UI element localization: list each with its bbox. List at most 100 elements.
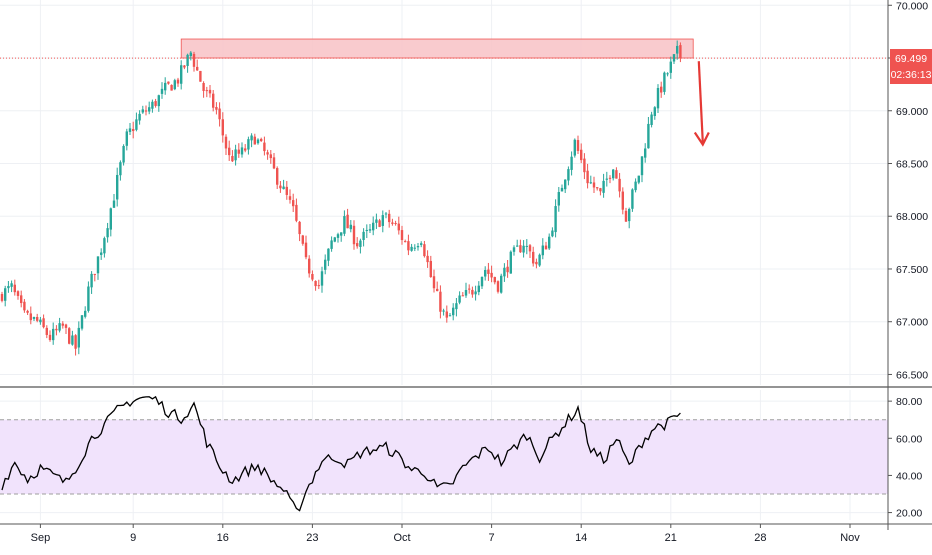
rsi-tick-label: 80.00 [896, 396, 922, 408]
candle-body [93, 273, 96, 275]
projection-arrow[interactable] [693, 61, 710, 147]
candle [119, 160, 122, 181]
candle-body [119, 162, 122, 176]
candle-body [224, 136, 228, 149]
candle-body [90, 273, 93, 288]
candle-body [605, 178, 608, 180]
candle [378, 218, 381, 228]
candle-body [490, 272, 493, 278]
candle [176, 77, 180, 87]
candle [122, 144, 125, 166]
price-axis[interactable]: 70.00069.50069.00068.50068.00067.50067.0… [888, 0, 928, 381]
candle [90, 271, 93, 294]
candle [548, 233, 551, 250]
candle-body [0, 294, 4, 301]
candle [279, 181, 282, 193]
candle-body [7, 286, 10, 289]
candle-body [36, 316, 39, 321]
candle-body [186, 54, 189, 66]
candle-body [634, 181, 637, 191]
candle-body [199, 70, 202, 82]
candle-body [506, 266, 509, 273]
candle-body [45, 327, 48, 335]
candle-body [234, 149, 237, 161]
candle-body [202, 82, 205, 91]
candle-body [410, 246, 413, 251]
candle [167, 81, 170, 85]
candle [541, 238, 544, 260]
candle [525, 239, 528, 255]
candle-body [26, 310, 29, 313]
candle-body [157, 95, 160, 107]
candle-body [647, 123, 650, 149]
candle [468, 284, 471, 294]
candle [141, 105, 144, 114]
candle [365, 224, 368, 239]
arrow-head [693, 131, 710, 147]
candle-body [653, 107, 656, 117]
candle-body [656, 87, 660, 109]
candle [647, 116, 650, 149]
candle-body [80, 315, 84, 329]
candle [471, 286, 474, 298]
candle [384, 211, 388, 219]
candle [32, 316, 36, 321]
candle-body [122, 145, 125, 163]
candle-body [84, 310, 87, 317]
resistance-zone[interactable] [180, 38, 694, 59]
candle [215, 102, 218, 115]
candle-body [397, 223, 400, 231]
candle-body [173, 80, 176, 90]
candle [506, 260, 509, 278]
candle [400, 225, 404, 245]
candle-body [288, 196, 292, 200]
candle [196, 59, 199, 71]
candle [144, 105, 148, 116]
candle [631, 188, 634, 212]
candle [477, 281, 480, 296]
candle [301, 234, 304, 246]
candle-body [500, 275, 503, 293]
candle [560, 184, 564, 192]
candle-body [29, 313, 32, 321]
candle-body [151, 101, 154, 109]
candle [500, 273, 503, 294]
time-tick-label: 21 [665, 532, 677, 544]
candle-body [71, 335, 74, 345]
candle [269, 150, 272, 164]
candle [116, 167, 119, 207]
candle-body [327, 248, 330, 261]
candle-body [10, 283, 13, 287]
candle-body [624, 210, 628, 222]
candle [592, 176, 596, 194]
candle [407, 234, 410, 256]
candle [58, 317, 61, 333]
candle [132, 121, 135, 139]
candle [208, 84, 212, 98]
candle-body [557, 192, 560, 206]
candle [666, 72, 669, 77]
candle-body [509, 251, 512, 274]
rsi-axis[interactable]: 80.00 60.00 40.00 20.00 [888, 396, 922, 520]
price-tick-label: 69.000 [896, 106, 928, 118]
candle [464, 282, 468, 298]
candle-body [340, 232, 343, 236]
candle [551, 227, 554, 238]
candle-body [87, 286, 90, 311]
candle-body [13, 284, 16, 293]
candle-body [170, 84, 173, 91]
candle-body [493, 277, 496, 283]
candle [375, 213, 378, 229]
candle [519, 239, 522, 253]
candle [637, 175, 640, 185]
price-tick-label: 68.500 [896, 158, 928, 170]
time-axis[interactable]: Sep 9 16 23 Oct 7 14 21 28 Nov [31, 524, 861, 544]
candle [250, 133, 253, 148]
candle [304, 235, 308, 260]
candle-body [247, 139, 250, 150]
last-price-value: 69.499 [895, 53, 927, 65]
candle-body [135, 119, 138, 130]
candle-body [468, 288, 471, 290]
candle-body [311, 273, 314, 280]
